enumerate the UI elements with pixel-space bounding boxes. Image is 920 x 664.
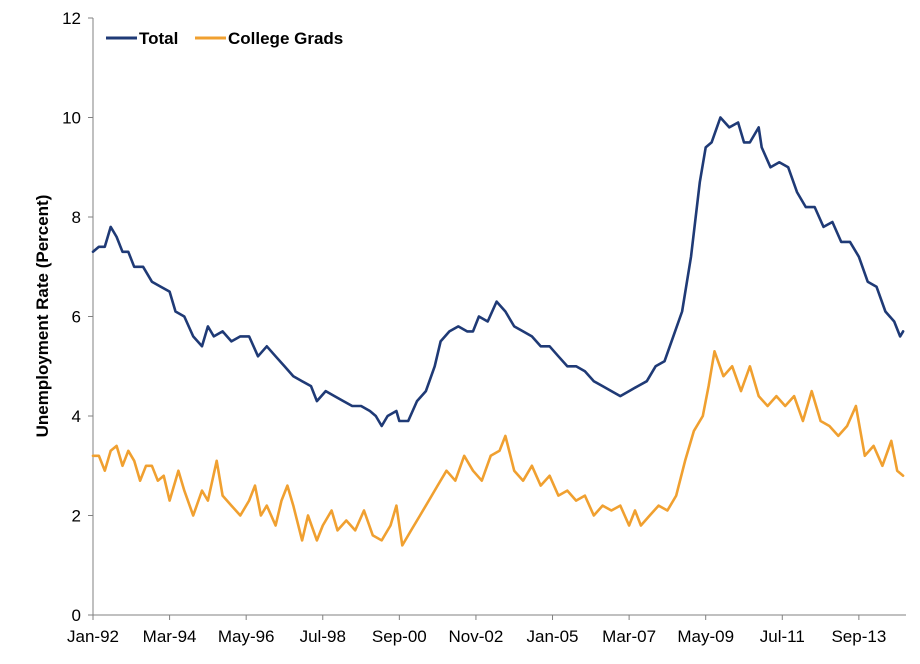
legend: Total College Grads xyxy=(106,29,343,48)
y-tick-label: 10 xyxy=(62,109,81,128)
y-ticks: 0 2 4 6 8 10 12 xyxy=(62,9,93,625)
x-tick-label: Nov-02 xyxy=(449,627,504,646)
legend-college-grads-label: College Grads xyxy=(228,29,343,48)
x-tick-label: Sep-13 xyxy=(831,627,886,646)
x-tick-label: May-09 xyxy=(677,627,734,646)
x-tick-label: Sep-00 xyxy=(372,627,427,646)
x-ticks: Jan-92 Mar-94 May-96 Jul-98 Sep-00 Nov-02 Jan-… xyxy=(67,615,886,646)
x-tick-label: Jul-98 xyxy=(300,627,346,646)
x-tick-label: May-96 xyxy=(218,627,275,646)
x-tick-label: Mar-07 xyxy=(602,627,656,646)
y-tick-label: 6 xyxy=(72,308,81,327)
x-tick-label: Jul-11 xyxy=(760,627,805,646)
axes xyxy=(92,18,906,616)
y-tick-label: 2 xyxy=(72,507,81,526)
series-total-line xyxy=(91,116,905,428)
y-tick-label: 0 xyxy=(72,606,81,625)
series xyxy=(91,116,905,547)
y-axis-label: Unemployment Rate (Percent) xyxy=(33,195,52,438)
x-tick-label: Mar-94 xyxy=(143,627,197,646)
series-college-grads-line xyxy=(91,350,905,547)
y-tick-label: 4 xyxy=(72,407,81,426)
legend-total-label: Total xyxy=(139,29,178,48)
y-tick-label: 8 xyxy=(72,208,81,227)
x-tick-label: Jan-05 xyxy=(527,627,579,646)
y-tick-label: 12 xyxy=(62,9,81,28)
x-tick-label: Jan-92 xyxy=(67,627,119,646)
